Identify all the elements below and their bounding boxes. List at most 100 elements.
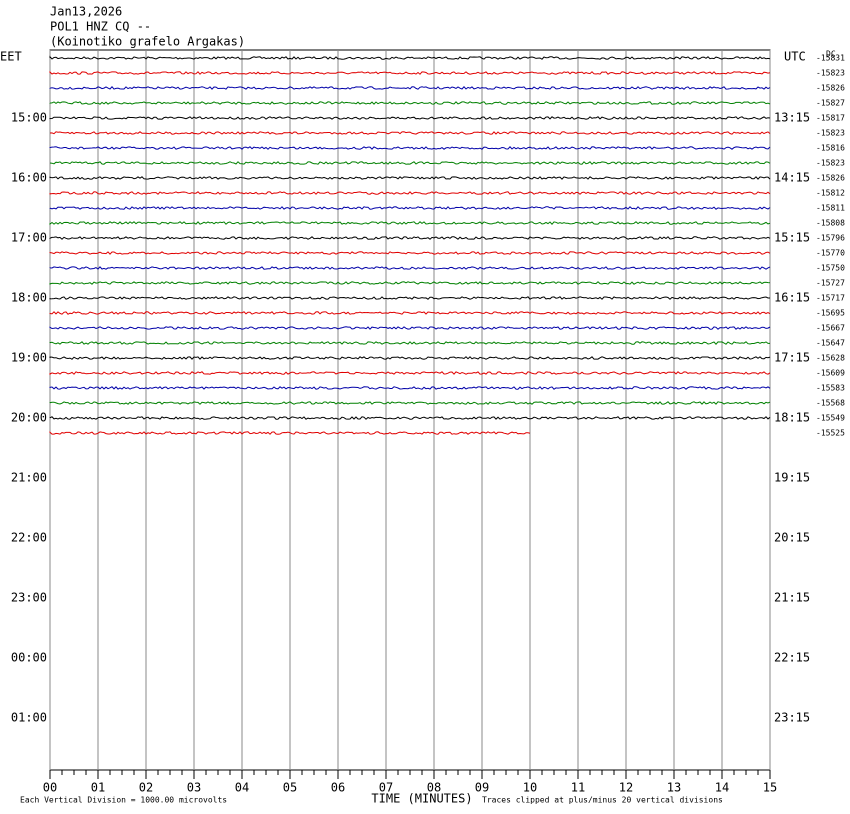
dc-label: -15816 [816, 144, 845, 153]
trace [49, 311, 771, 315]
dc-label: -15817 [816, 114, 845, 123]
footer-right: Traces clipped at plus/minus 20 vertical… [482, 796, 723, 805]
left-hour-label: 17:00 [11, 231, 47, 245]
dc-label: -15812 [816, 189, 845, 198]
trace [49, 251, 771, 255]
trace [49, 131, 771, 135]
dc-label: -15826 [816, 174, 845, 183]
title-line: Jan13,2026 [50, 5, 122, 19]
dc-label: -15628 [816, 354, 845, 363]
right-hour-label: 16:15 [774, 291, 810, 305]
left-hour-label: 19:00 [11, 351, 47, 365]
trace [49, 401, 771, 405]
x-tick-label: 08 [427, 781, 441, 795]
x-tick-label: 12 [619, 781, 633, 795]
x-tick-label: 02 [139, 781, 153, 795]
trace [49, 356, 771, 360]
left-hour-label: 21:00 [11, 471, 47, 485]
trace [49, 176, 771, 180]
x-tick-label: 14 [715, 781, 729, 795]
dc-label: -15796 [816, 234, 845, 243]
left-hour-label: 01:00 [11, 711, 47, 725]
trace [49, 206, 771, 210]
trace [49, 266, 771, 270]
dc-label: -15811 [816, 204, 845, 213]
right-hour-label: 21:15 [774, 591, 810, 605]
trace [49, 341, 770, 345]
x-tick-label: 15 [763, 781, 777, 795]
title-line: POL1 HNZ CQ -- [50, 20, 151, 34]
dc-label: -15750 [816, 264, 845, 273]
dc-label: -15695 [816, 309, 845, 318]
x-tick-label: 11 [571, 781, 585, 795]
trace [49, 431, 531, 435]
right-hour-label: 13:15 [774, 111, 810, 125]
dc-label: -15823 [816, 69, 845, 78]
trace [49, 116, 771, 120]
dc-label: -15831 [816, 54, 845, 63]
right-hour-label: 18:15 [774, 411, 810, 425]
x-tick-label: 04 [235, 781, 249, 795]
footer-left: Each Vertical Division = 1000.00 microvo… [20, 796, 227, 805]
x-tick-label: 00 [43, 781, 57, 795]
left-hour-label: 15:00 [11, 111, 47, 125]
right-hour-label: 17:15 [774, 351, 810, 365]
trace [49, 55, 771, 60]
right-hour-label: 23:15 [774, 711, 810, 725]
dc-label: -15827 [816, 99, 845, 108]
right-hour-label: 19:15 [774, 471, 810, 485]
dc-label: -15647 [816, 339, 845, 348]
dc-header: DC [826, 50, 836, 59]
right-hour-label: 15:15 [774, 231, 810, 245]
trace [49, 70, 771, 75]
trace [49, 161, 771, 165]
trace [49, 221, 771, 226]
trace [49, 371, 771, 375]
x-tick-label: 01 [91, 781, 105, 795]
dc-label: -15770 [816, 249, 845, 258]
trace [49, 86, 771, 90]
dc-label: -15568 [816, 399, 845, 408]
right-hour-label: 14:15 [774, 171, 810, 185]
x-tick-label: 09 [475, 781, 489, 795]
trace [49, 386, 771, 390]
right-zone: UTC [784, 50, 806, 64]
x-tick-label: 10 [523, 781, 537, 795]
left-hour-label: 23:00 [11, 591, 47, 605]
dc-label: -15609 [816, 369, 845, 378]
right-hour-label: 20:15 [774, 531, 810, 545]
dc-label: -15823 [816, 159, 845, 168]
title-line: (Koinotiko grafelo Argakas) [50, 35, 245, 49]
x-axis-title: TIME (MINUTES) [371, 792, 472, 806]
left-hour-label: 18:00 [11, 291, 47, 305]
x-tick-label: 07 [379, 781, 393, 795]
trace [49, 296, 770, 300]
dc-label: -15823 [816, 129, 845, 138]
left-hour-label: 16:00 [11, 171, 47, 185]
x-tick-label: 06 [331, 781, 345, 795]
right-hour-label: 22:15 [774, 651, 810, 665]
left-hour-label: 20:00 [11, 411, 47, 425]
trace [49, 326, 771, 330]
dc-label: -15525 [816, 429, 845, 438]
dc-label: -15717 [816, 294, 845, 303]
dc-label: -15727 [816, 279, 845, 288]
trace [49, 236, 771, 240]
dc-label: -15549 [816, 414, 845, 423]
trace [49, 101, 771, 105]
left-zone: EET [0, 50, 22, 64]
dc-label: -15583 [816, 384, 845, 393]
x-tick-label: 05 [283, 781, 297, 795]
trace [49, 191, 771, 195]
plot-frame [49, 49, 771, 771]
dc-label: -15667 [816, 324, 845, 333]
left-hour-label: 22:00 [11, 531, 47, 545]
dc-label: -15808 [816, 219, 845, 228]
x-tick-label: 03 [187, 781, 201, 795]
left-hour-label: 00:00 [11, 651, 47, 665]
x-tick-label: 13 [667, 781, 681, 795]
trace [49, 281, 771, 285]
trace [49, 146, 771, 150]
trace [49, 416, 771, 420]
